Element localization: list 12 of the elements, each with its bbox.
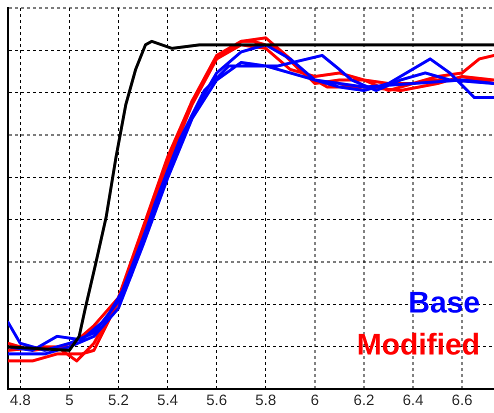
- x-tick-label: 6.2: [353, 392, 374, 410]
- x-tick-label: 5.4: [157, 392, 178, 410]
- x-tick-label: 6.4: [402, 392, 424, 410]
- text: Base: [408, 286, 480, 320]
- x-tick-label: 6: [310, 392, 319, 410]
- x-tick-label: 5.6: [206, 392, 228, 410]
- x-tick-label: 5.2: [108, 392, 129, 410]
- text: Modified: [356, 328, 480, 362]
- x-tick-label: 5.8: [255, 392, 276, 410]
- x-tick-label: 6.6: [452, 392, 473, 410]
- x-tick-label: 4.8: [10, 392, 31, 410]
- x-tick-label: 5: [65, 392, 74, 410]
